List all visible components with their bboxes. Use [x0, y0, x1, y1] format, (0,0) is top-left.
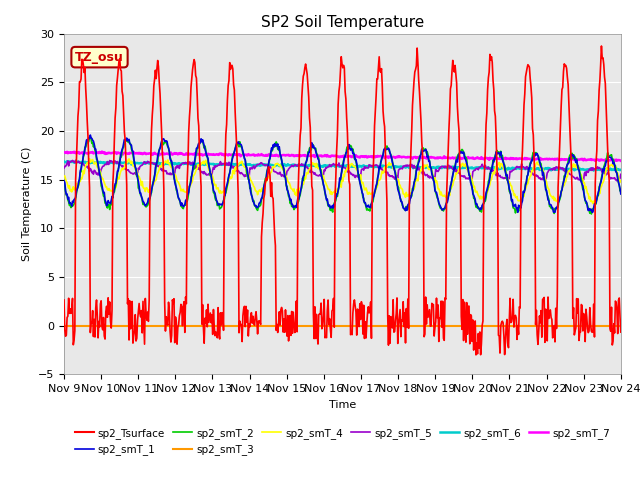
X-axis label: Time: Time — [329, 400, 356, 409]
Text: TZ_osu: TZ_osu — [75, 51, 124, 64]
Title: SP2 Soil Temperature: SP2 Soil Temperature — [260, 15, 424, 30]
Legend: sp2_Tsurface, sp2_smT_1, sp2_smT_2, sp2_smT_3, sp2_smT_4, sp2_smT_5, sp2_smT_6, : sp2_Tsurface, sp2_smT_1, sp2_smT_2, sp2_… — [70, 424, 614, 459]
Y-axis label: Soil Temperature (C): Soil Temperature (C) — [22, 147, 33, 261]
